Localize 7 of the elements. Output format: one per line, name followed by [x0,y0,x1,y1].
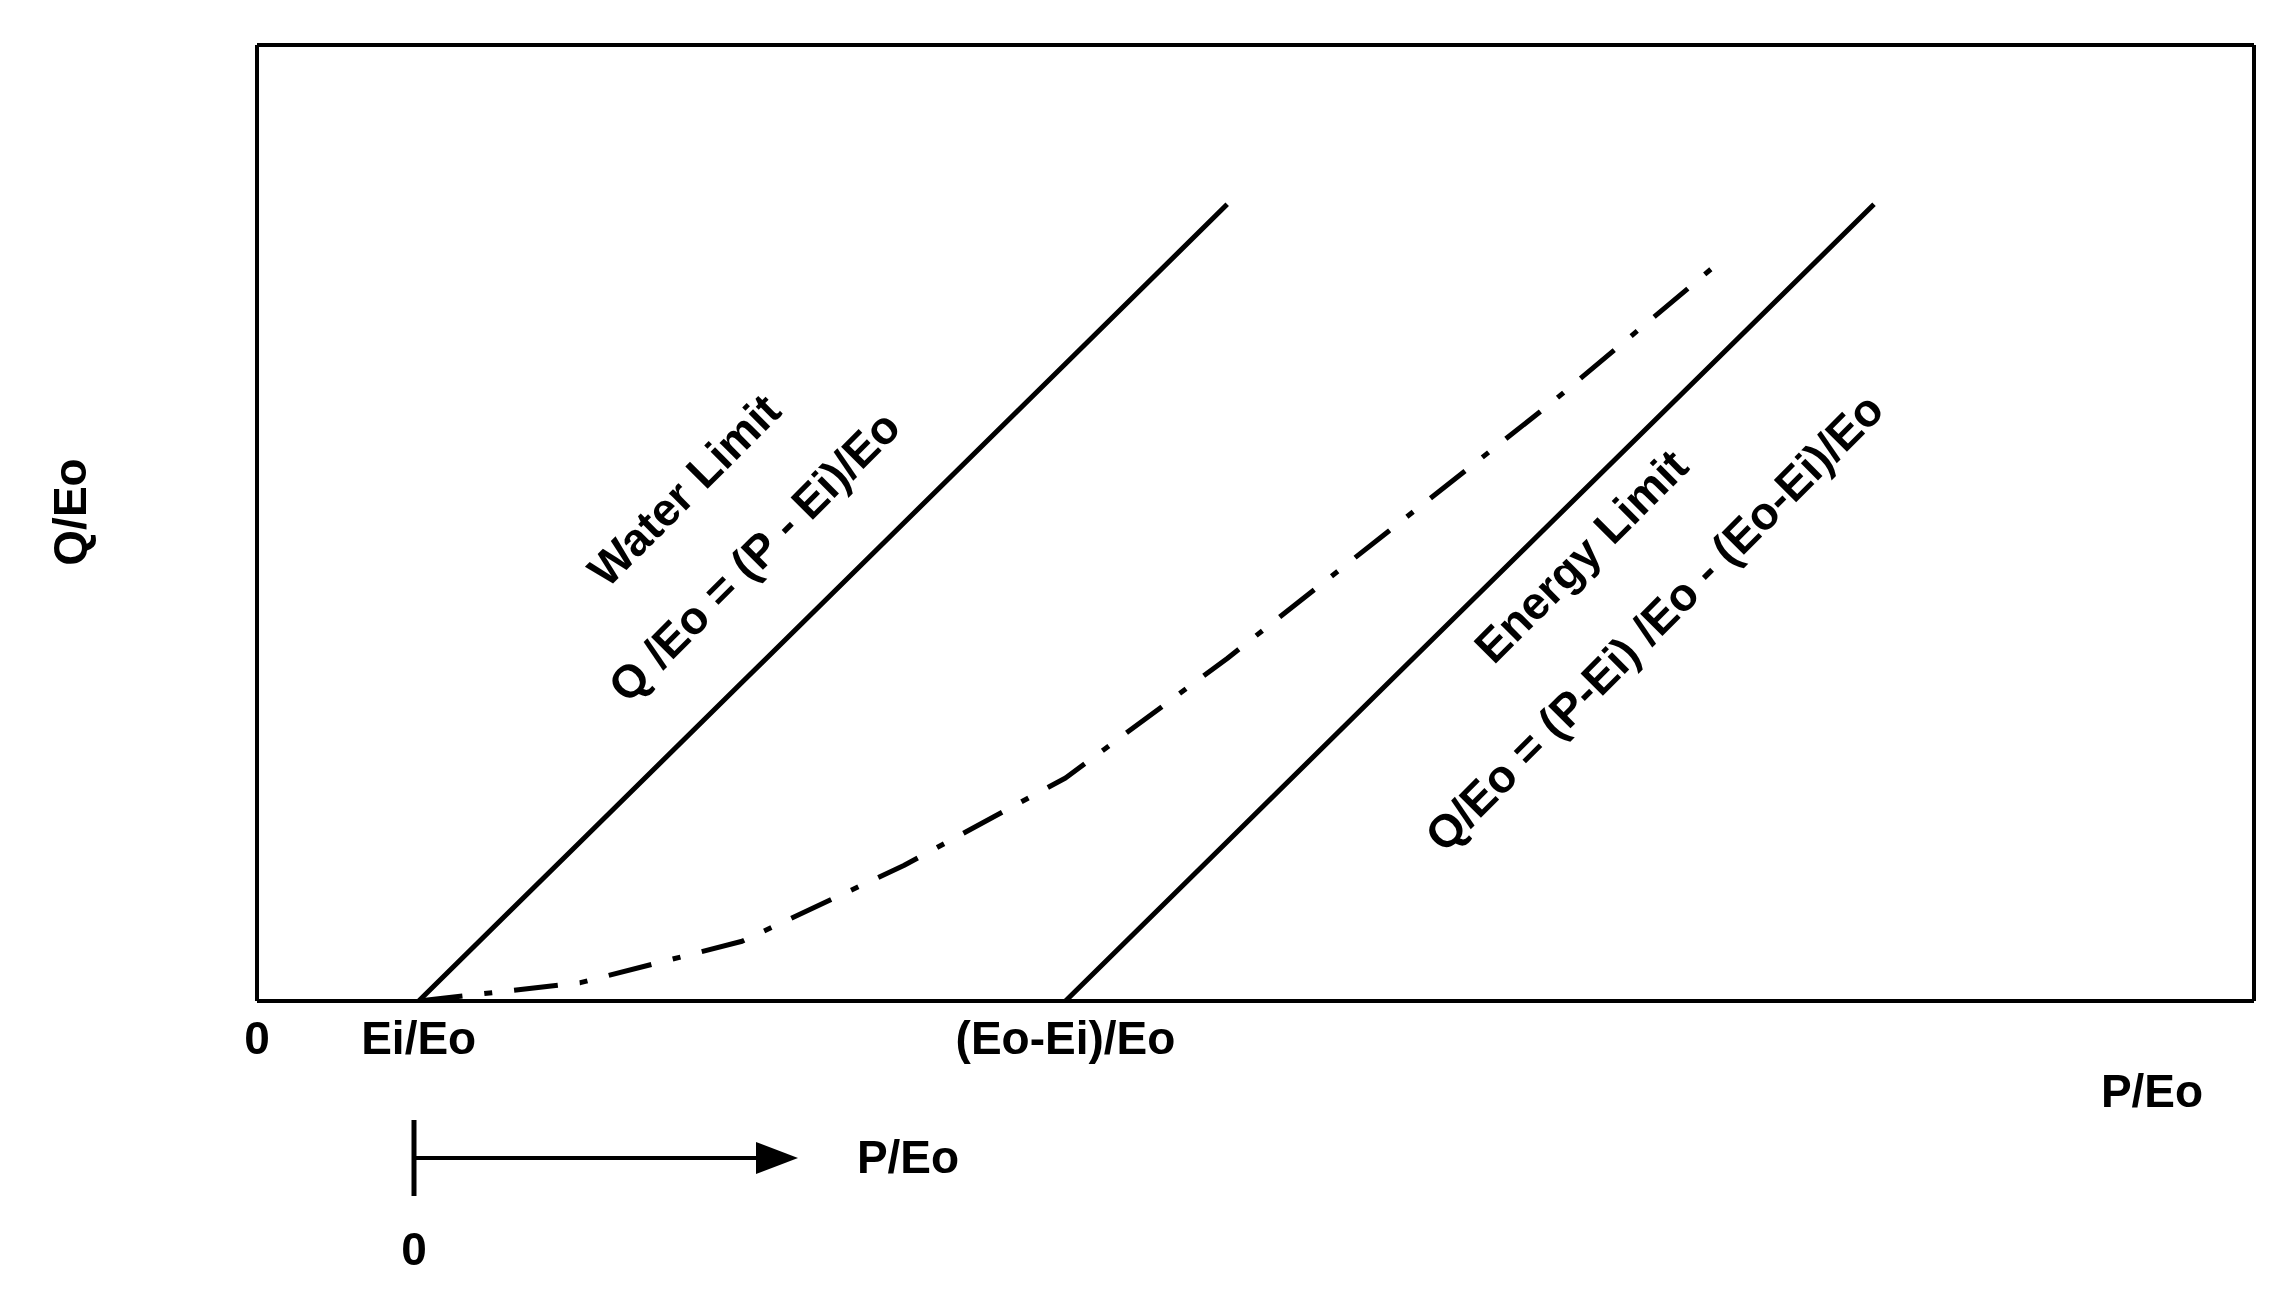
text: P/Eo [856,1130,960,1184]
x-tick-label: (Eo-Ei)/Eo [955,1011,1176,1064]
x-axis-title: P/Eo [2100,1064,2204,1118]
x-tick-label: Ei/Eo [361,1011,477,1064]
text: 0 [401,1222,427,1276]
y-axis-title: Q/Eo [43,458,97,566]
x-tick-label: 0 [244,1011,270,1064]
